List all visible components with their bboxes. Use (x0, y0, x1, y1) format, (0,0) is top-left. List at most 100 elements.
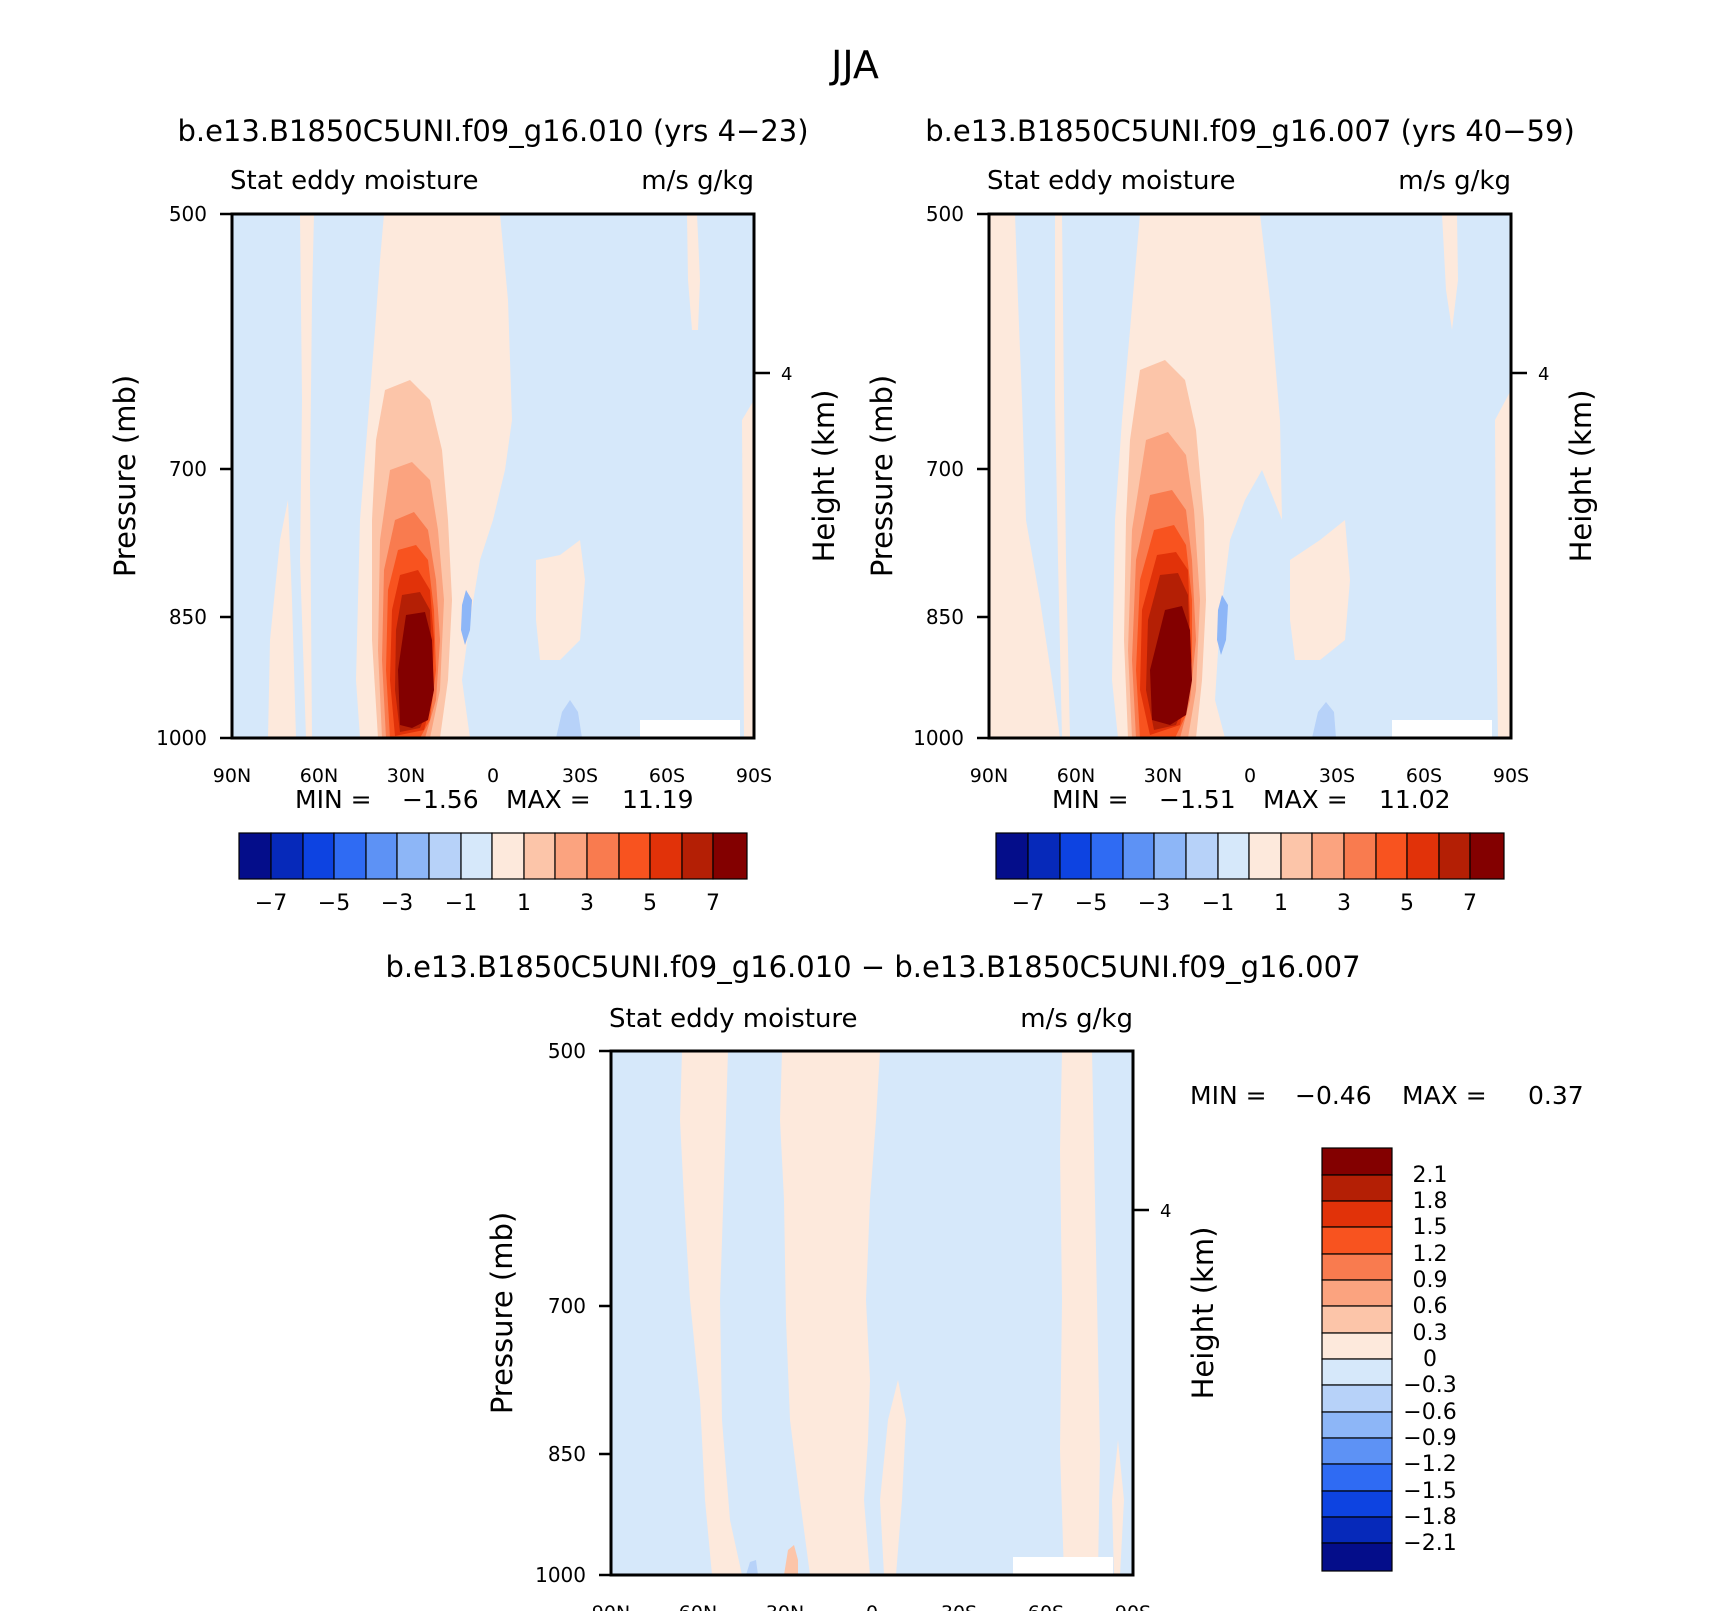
panel-3-colorbar-box (1321, 1332, 1393, 1360)
panel-1-colorbar-label: 5 (643, 891, 657, 916)
panel-3-xtick-label: 90N (592, 1602, 630, 1611)
panel-3-pos-band (680, 1051, 742, 1575)
panel-3-max-value: 0.37 (1528, 1081, 1584, 1110)
panel-2-left-label: Stat eddy moisture (987, 166, 1236, 196)
panel-1-colorbar-label: 3 (580, 891, 594, 916)
panel-3-frame (609, 1049, 1135, 1577)
panel-3-xtick-label: 90S (1115, 1602, 1151, 1611)
panel-2-colorbar-box (1217, 832, 1250, 880)
panel-2-max-value: 11.02 (1379, 785, 1451, 814)
panel-1-pos-band (300, 214, 314, 738)
panel-1-ytick-right-label: 4 (781, 364, 792, 385)
panel-2-colorbar-box (1280, 832, 1313, 880)
panel-1-left-label: Stat eddy moisture (230, 166, 479, 196)
panel-2-colorbar-box (1406, 832, 1440, 880)
panel-3-colorbar-label: 2.1 (1413, 1163, 1448, 1188)
panel-1-pos-band (398, 612, 434, 728)
panel-2-xtick-label: 0 (1244, 765, 1256, 787)
panel-2-pos-band (1150, 606, 1192, 725)
panel-3-left-label: Stat eddy moisture (609, 1004, 858, 1034)
panel-3-colorbar-box (1321, 1147, 1393, 1176)
panel-3-min-label: MIN = (1190, 1081, 1267, 1110)
panel-2-colorbar-box (1438, 832, 1471, 880)
panel-3-colorbar-box (1321, 1437, 1393, 1465)
panel-3-pos-band (1112, 1440, 1124, 1575)
panel-3-colorbar-label: −2.1 (1403, 1531, 1456, 1556)
panel-3-colorbar-box (1321, 1305, 1393, 1334)
panel-3-colorbar-box (1321, 1542, 1393, 1572)
panel-1-colorbar-box (428, 832, 462, 880)
panel-3-y-right-axis: 4 Height (km) (1133, 1201, 1220, 1399)
panel-1-colorbar-box (649, 832, 683, 880)
panel-2-ylabel: Pressure (mb) (865, 375, 899, 577)
panel-3-pos-band (880, 1380, 906, 1575)
panel-2-stats: MIN = −1.51 MAX = 11.02 (1052, 785, 1451, 814)
panel-3-min-value: −0.46 (1295, 1081, 1372, 1110)
panel-3-ytick-label: 700 (548, 1294, 586, 1318)
panel-1-colorbar-box (460, 832, 493, 880)
panel-1-colorbar-box (586, 832, 620, 880)
panel-2-pos-band (1495, 390, 1511, 738)
panel-2-colorbar-box (1248, 832, 1282, 880)
panel-2-y-axis: 500 700 850 1000 Pressure (mb) (865, 202, 989, 750)
panel-2-y-right-axis: 4 Height (km) (1511, 364, 1598, 562)
panel-3-colorbar-label: 0.9 (1413, 1268, 1448, 1293)
panel-1-colorbar-label: −5 (318, 891, 350, 916)
panel-2-xtick-label: 60N (1057, 765, 1095, 787)
panel-3-colorbar-label: 0 (1423, 1347, 1437, 1372)
panel-3-pos-band (780, 1051, 880, 1575)
panel-3-ylabel: Pressure (mb) (485, 1212, 519, 1414)
panel-2-pos-band (1290, 520, 1350, 660)
panel-1-colorbar-box (270, 832, 304, 880)
panel-2-ytick-label: 1000 (913, 726, 964, 750)
panel-1-ylabel: Pressure (mb) (108, 375, 142, 577)
panel-1-title: b.e13.B1850C5UNI.f09_g16.010 (yrs 4−23) (177, 114, 808, 148)
panel-1-max-value: 11.19 (622, 785, 694, 814)
panel-3-colorbar-box (1321, 1358, 1393, 1386)
panel-3-xtick-label: 60S (1028, 1602, 1064, 1611)
panel-1-pos-band (742, 400, 754, 738)
panel-2-colorbar-label: 7 (1463, 891, 1477, 916)
panel-2-ytick-label: 500 (926, 202, 964, 226)
panel-3-ytick-label: 500 (548, 1039, 586, 1063)
panel-1-xtick-label: 30N (387, 765, 425, 787)
panel-1-y-right-axis: 4 Height (km) (754, 364, 841, 562)
panel-2-colorbar-box (1469, 832, 1505, 880)
panel-2-neg-band (1312, 702, 1336, 738)
panel-1-colorbar-box (365, 832, 398, 880)
panel-1-stats: MIN = −1.56 MAX = 11.19 (295, 785, 694, 814)
panel-2-xtick-label: 90S (1493, 765, 1529, 787)
panel-2-xtick-label: 30S (1319, 765, 1355, 787)
panel-1-ytick-label: 1000 (156, 726, 207, 750)
panel-3-neg-band (746, 1560, 758, 1575)
panel-3-colorbar-box (1321, 1174, 1393, 1202)
panel-3-colorbar-box (1321, 1411, 1393, 1439)
panel-2-pos-band (1055, 214, 1070, 738)
panel-3-colorbar-label: −0.3 (1403, 1373, 1456, 1398)
panel-1-blank-region (640, 720, 740, 738)
panel-1-colorbar-label: −1 (445, 891, 477, 916)
panel-1-ytick-label: 850 (169, 605, 207, 629)
panel-3-colorbar-label: −1.2 (1403, 1452, 1456, 1477)
panel-3-contour-field (611, 1051, 1133, 1575)
panel-1-colorbar-box (238, 832, 272, 880)
panel-1-contour-field (232, 214, 754, 738)
panel-2-units-label: m/s g/kg (1398, 166, 1511, 196)
panel-3-xtick-label: 0 (866, 1602, 878, 1611)
panel-2-xtick-label: 30N (1144, 765, 1182, 787)
panel-1-colorbar-box (302, 832, 335, 880)
panel-2-colorbar-box (1153, 832, 1187, 880)
panel-2-colorbar-label: −7 (1012, 891, 1044, 916)
panel-3-colorbar-label: −0.6 (1403, 1400, 1456, 1425)
panel-3-colorbar-label: 0.3 (1413, 1321, 1448, 1346)
panel-1-max-label: MAX = (506, 785, 591, 814)
panel-3-colorbar-label: 1.2 (1413, 1242, 1448, 1267)
panel-1-colorbar-box (712, 832, 748, 880)
panel-3-ytick-label: 1000 (535, 1563, 586, 1587)
panel-3-colorbar-box (1321, 1279, 1393, 1307)
panel-2-max-label: MAX = (1263, 785, 1348, 814)
panel-2-colorbar-box (1122, 832, 1155, 880)
panel-2-colorbar-label: −3 (1138, 891, 1170, 916)
panel-3-ytick-right-label: 4 (1160, 1201, 1171, 1222)
panel-3-colorbar-label: −1.8 (1403, 1505, 1456, 1530)
